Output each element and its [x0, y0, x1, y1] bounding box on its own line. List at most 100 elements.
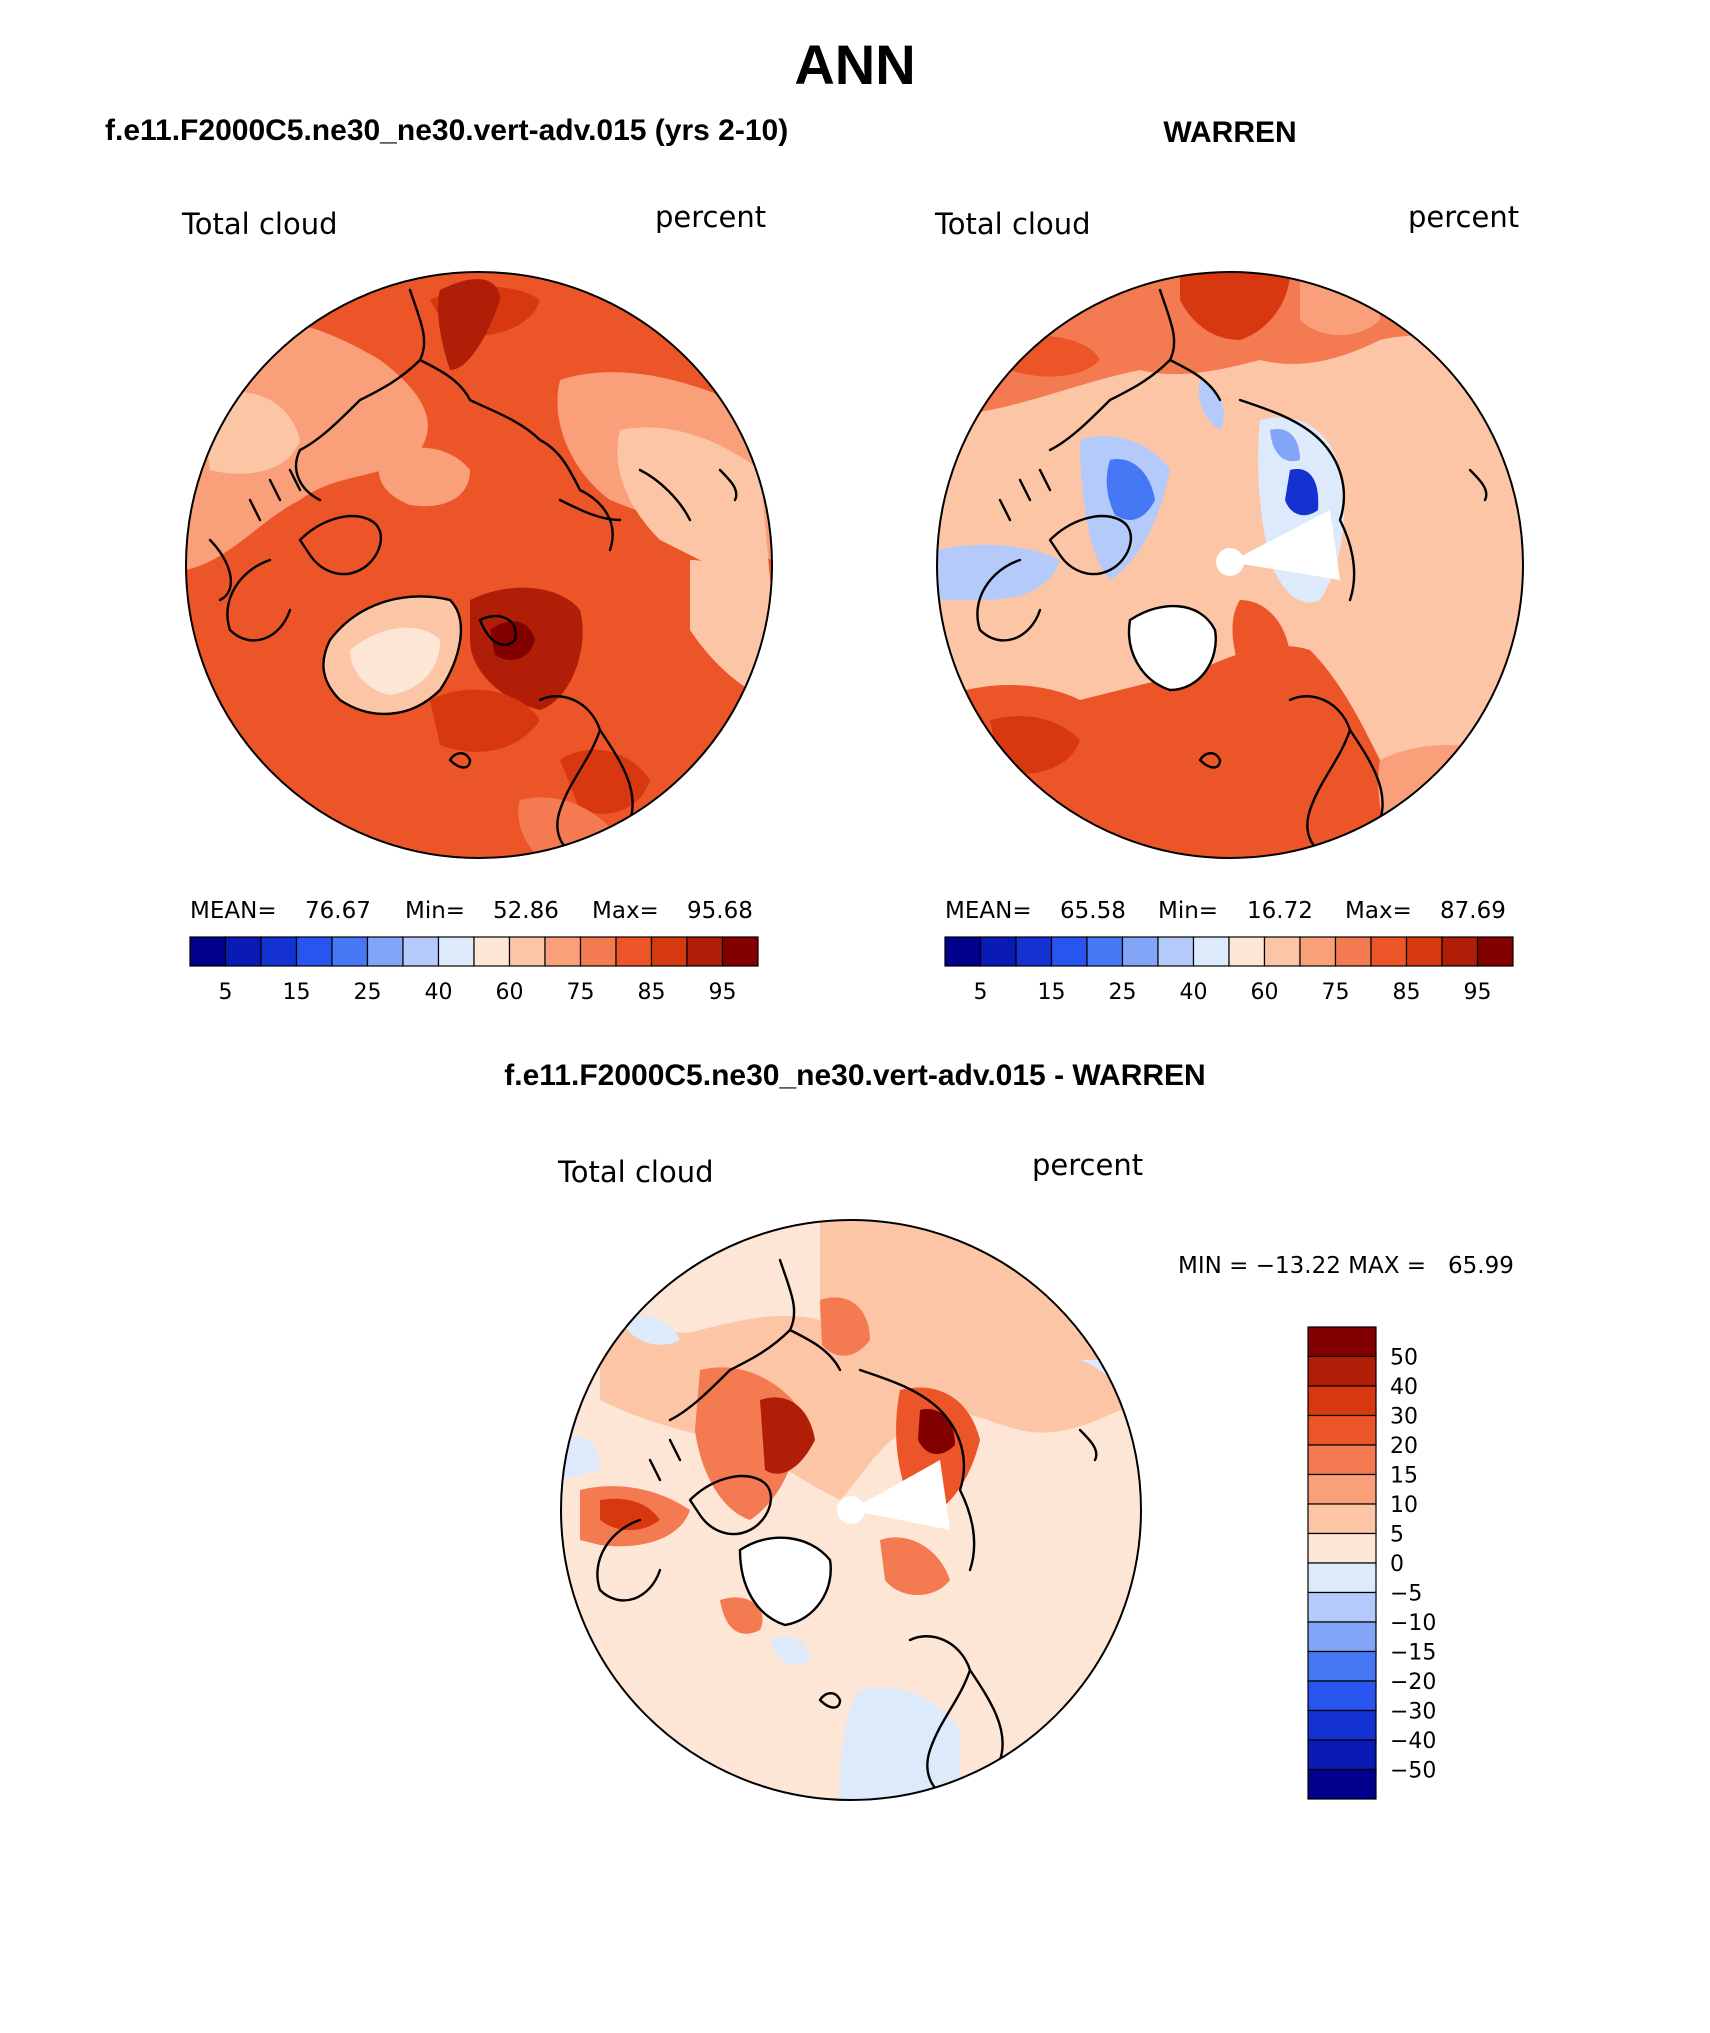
- map2-warren-total-cloud: [936, 271, 1524, 859]
- colorbar3-swatch: [1307, 1355, 1377, 1387]
- colorbar2-swatch: [1263, 936, 1301, 967]
- colorbar3-tick-label: 20: [1390, 1434, 1418, 1459]
- colorbar3-swatch: [1307, 1414, 1377, 1446]
- colorbar1-swatch: [260, 936, 298, 967]
- colorbar2-tick-label: 75: [1322, 980, 1350, 1005]
- colorbar2-tick-label: 60: [1251, 980, 1279, 1005]
- colorbar2-tick-label: 15: [1038, 980, 1066, 1005]
- colorbar1-tick-label: 15: [283, 980, 311, 1005]
- colorbar2-tick-label: 25: [1109, 980, 1137, 1005]
- colorbar2-swatch: [1441, 936, 1479, 967]
- panel3-title: f.e11.F2000C5.ne30_ne30.vert-adv.015 - W…: [504, 1059, 1205, 1092]
- map1-boundary: [185, 271, 773, 859]
- colorbar1-tick-label: 40: [425, 980, 453, 1005]
- colorbar3-swatch: [1307, 1621, 1377, 1653]
- colorbar2-swatch: [1370, 936, 1408, 967]
- map2-boundary: [936, 271, 1524, 859]
- colorbar3-tick-label: 5: [1390, 1523, 1404, 1548]
- panel1-stats: MEAN= 76.67 Min= 52.86 Max= 95.68: [190, 898, 753, 924]
- colorbar2-tick-label: 85: [1393, 980, 1421, 1005]
- colorbar1-tick-label: 85: [638, 980, 666, 1005]
- panel1-mean-label: MEAN=: [190, 898, 277, 924]
- colorbar3-tick-label: −30: [1390, 1700, 1436, 1725]
- colorbar2-tick-label: 95: [1464, 980, 1492, 1005]
- colorbar2-swatch: [1476, 936, 1514, 967]
- colorbar3-swatch: [1307, 1739, 1377, 1771]
- colorbar1-swatch: [508, 936, 546, 967]
- panel1-variable-label: Total cloud: [181, 207, 337, 241]
- colorbar3-tick-label: 0: [1390, 1552, 1404, 1577]
- panel1-mean-value: 76.67: [305, 898, 371, 924]
- colorbar1-swatch: [473, 936, 511, 967]
- colorbar2-tick-label: 40: [1180, 980, 1208, 1005]
- colorbar3-swatch: [1307, 1444, 1377, 1476]
- colorbar3-tick-label: −10: [1390, 1611, 1436, 1636]
- panel3-variable-label: Total cloud: [557, 1155, 713, 1189]
- panel1-min-label: Min=: [405, 898, 465, 924]
- panel2-max-value: 87.69: [1440, 898, 1506, 924]
- panel2-mean-value: 65.58: [1060, 898, 1126, 924]
- panel3-minmax: MIN = −13.22 MAX = 65.99: [1178, 1253, 1514, 1279]
- colorbar3-swatch: [1307, 1532, 1377, 1564]
- colorbar1-swatch: [615, 936, 653, 967]
- colorbar2-swatch: [1015, 936, 1053, 967]
- panel1-max-label: Max=: [592, 898, 659, 924]
- panel2-units-label: percent: [1408, 200, 1519, 234]
- colorbar3-tick-label: −20: [1390, 1670, 1436, 1695]
- colorbar3-swatch: [1307, 1680, 1377, 1712]
- colorbar3-tick-label: −15: [1390, 1641, 1436, 1666]
- colorbar1-swatch: [579, 936, 617, 967]
- panel2-stats: MEAN= 65.58 Min= 16.72 Max= 87.69: [945, 898, 1506, 924]
- colorbar3-tick-label: 50: [1390, 1346, 1418, 1371]
- main-title: ANN: [794, 33, 915, 96]
- panel1-max-value: 95.68: [687, 898, 753, 924]
- colorbar2-swatch: [1121, 936, 1159, 967]
- panel1-colorbar: 5 15 25 40 60 75 85 95: [189, 936, 759, 1005]
- map3-boundary: [560, 1219, 1142, 1801]
- panel3-units-label: percent: [1032, 1148, 1143, 1182]
- colorbar1-swatch: [721, 936, 759, 967]
- colorbar2-swatch: [1157, 936, 1195, 967]
- colorbar1-swatch: [366, 936, 404, 967]
- colorbar3-swatch: [1307, 1473, 1377, 1505]
- colorbar1-tick-label: 5: [219, 980, 233, 1005]
- colorbar3-tick-label: −50: [1390, 1759, 1436, 1784]
- colorbar2-swatch: [1086, 936, 1124, 967]
- panel1-title: f.e11.F2000C5.ne30_ne30.vert-adv.015 (yr…: [105, 114, 788, 147]
- panel2-mean-label: MEAN=: [945, 898, 1032, 924]
- colorbar1-tick-label: 95: [709, 980, 737, 1005]
- colorbar3-swatch: [1307, 1503, 1377, 1535]
- colorbar1-swatch: [402, 936, 440, 967]
- colorbar1-swatch: [686, 936, 724, 967]
- panel1-min-value: 52.86: [493, 898, 559, 924]
- colorbar3-swatch: [1307, 1562, 1377, 1594]
- colorbar1-tick-label: 25: [354, 980, 382, 1005]
- colorbar2-swatch: [1334, 936, 1372, 967]
- colorbar1-swatch: [437, 936, 475, 967]
- colorbar1-tick-label: 60: [496, 980, 524, 1005]
- colorbar1-swatch: [650, 936, 688, 967]
- colorbar2-swatch: [1299, 936, 1337, 967]
- panel2-min-value: 16.72: [1247, 898, 1313, 924]
- map3-difference-total-cloud: [560, 1219, 1142, 1801]
- colorbar1-swatch: [189, 936, 227, 967]
- colorbar3-swatch: [1307, 1650, 1377, 1682]
- colorbar2-swatch: [979, 936, 1017, 967]
- colorbar3-swatch: [1307, 1385, 1377, 1417]
- colorbar2-tick-label: 5: [974, 980, 988, 1005]
- colorbar1-swatch: [224, 936, 262, 967]
- colorbar2-swatch: [1192, 936, 1230, 967]
- colorbar3-tick-label: −40: [1390, 1729, 1436, 1754]
- colorbar1-swatch: [295, 936, 333, 967]
- map1-model-total-cloud: [185, 271, 773, 859]
- colorbar2-swatch: [1228, 936, 1266, 967]
- colorbar2-swatch: [1405, 936, 1443, 967]
- colorbar3-swatch: [1307, 1709, 1377, 1741]
- colorbar2-swatch: [1050, 936, 1088, 967]
- panel2-min-label: Min=: [1158, 898, 1218, 924]
- panel2-variable-label: Total cloud: [934, 207, 1090, 241]
- colorbar3-tick-label: 10: [1390, 1493, 1418, 1518]
